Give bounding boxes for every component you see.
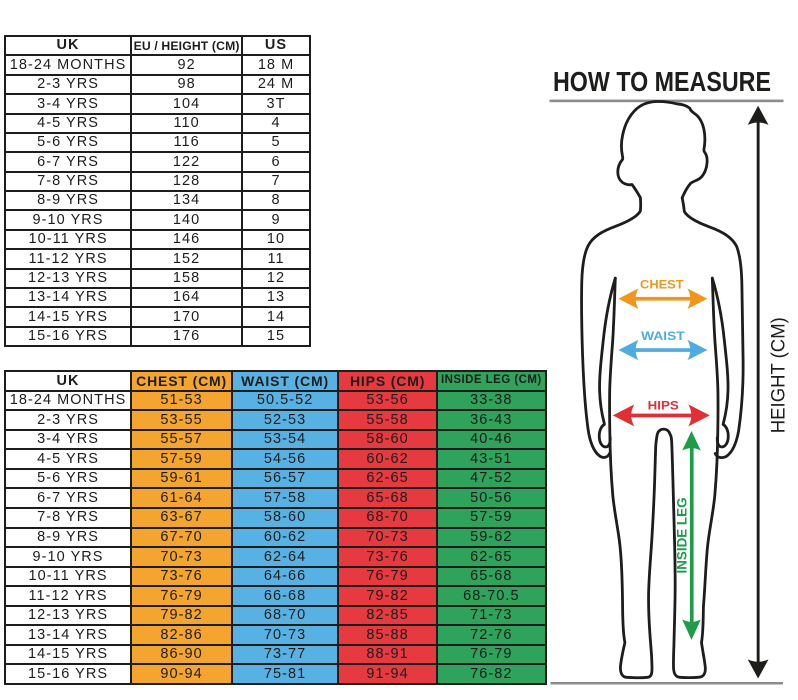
svg-text:HIPS: HIPS xyxy=(648,399,679,413)
svg-text:CHEST: CHEST xyxy=(640,277,684,291)
svg-text:INSIDE LEG: INSIDE LEG xyxy=(674,498,689,574)
svg-text:HEIGHT (CM): HEIGHT (CM) xyxy=(768,317,790,433)
svg-text:WAIST: WAIST xyxy=(641,329,685,343)
svg-text:HOW TO MEASURE: HOW TO MEASURE xyxy=(553,66,771,97)
